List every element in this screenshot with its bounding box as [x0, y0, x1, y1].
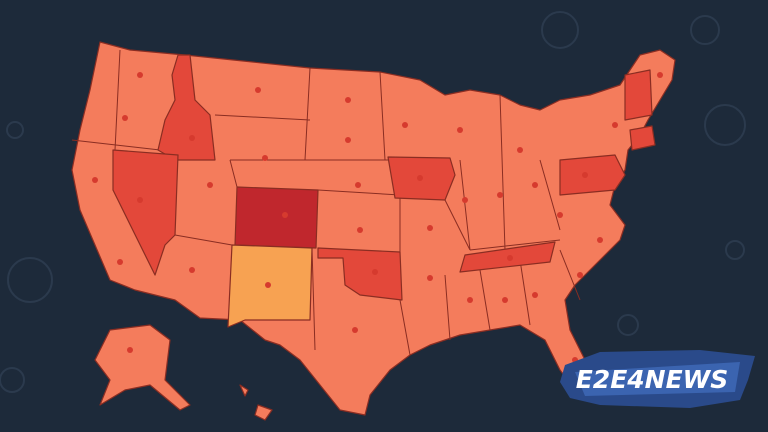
logo-text: E2E4NEWS: [576, 365, 729, 394]
new-hampshire-vermont: [624, 69, 653, 121]
logo-brush-highlight: [575, 362, 740, 396]
oklahoma: [317, 247, 403, 301]
logo: E2E4NEWS: [560, 350, 755, 408]
virus-decorations: [0, 11, 746, 393]
colorado: [234, 186, 319, 249]
alaska: [94, 324, 191, 411]
state-dots: [92, 72, 663, 363]
connecticut: [629, 125, 656, 151]
usa-map: [71, 41, 676, 421]
pennsylvania: [559, 154, 626, 196]
state-borders: [71, 49, 581, 356]
nevada: [112, 149, 179, 276]
hawaii: [239, 384, 273, 421]
